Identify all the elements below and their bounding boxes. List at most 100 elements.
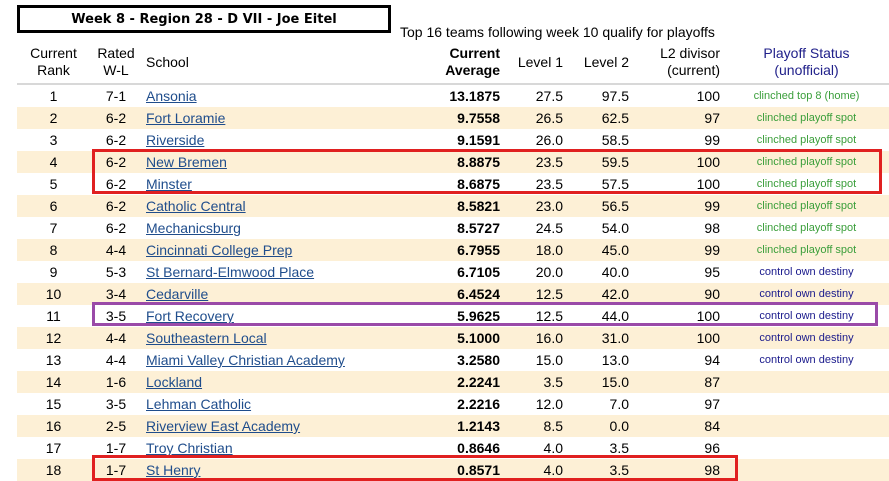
rank-cell: 3 <box>49 132 58 148</box>
school-link[interactable]: Miami Valley Christian Academy <box>146 352 345 368</box>
divisor-cell: 99 <box>633 195 724 217</box>
school-link[interactable]: Cedarville <box>146 286 209 302</box>
school-cell: Riverside <box>142 129 434 151</box>
school-link[interactable]: Minster <box>146 176 192 192</box>
level1-cell: 4.0 <box>504 459 567 481</box>
divisor-cell: 99 <box>633 239 724 261</box>
table-row: 9 5-3 St Bernard-Elmwood Place 6.7105 20.0 40… <box>17 261 889 283</box>
rank-cell: 13 <box>45 352 62 368</box>
school-cell: Fort Recovery <box>142 305 434 327</box>
rank-cell: 1 <box>49 88 58 104</box>
school-link[interactable]: St Bernard-Elmwood Place <box>146 264 315 280</box>
status-cell: control own destiny <box>759 266 854 278</box>
school-cell: Miami Valley Christian Academy <box>142 349 434 371</box>
rank-cell: 5 <box>49 176 58 192</box>
average-cell: 8.5821 <box>434 195 504 217</box>
table-row: 18 1-7 St Henry 0.8571 4.0 3.5 98 <box>17 459 889 481</box>
level1-cell: 12.0 <box>535 396 563 412</box>
level1-cell: 15.0 <box>535 352 563 368</box>
school-link[interactable]: Lockland <box>146 374 203 390</box>
school-link[interactable]: Riverside <box>146 132 205 148</box>
header-level-1[interactable]: Level 1 <box>504 41 567 85</box>
header-current-rank[interactable]: Current Rank <box>17 41 90 85</box>
level2-cell: 0.0 <box>567 415 633 437</box>
rank-cell: 17 <box>45 440 62 456</box>
school-cell: Cedarville <box>142 283 434 305</box>
average-cell: 6.7955 <box>434 239 504 261</box>
level1-cell: 18.0 <box>504 239 567 261</box>
rank-cell: 16 <box>17 415 90 437</box>
level2-cell: 31.0 <box>567 327 633 349</box>
rank-cell: 9 <box>49 264 58 280</box>
rank-cell: 7 <box>49 220 58 236</box>
header-l2-divisor[interactable]: L2 divisor (current) <box>633 41 724 85</box>
table-row: 13 4-4 Miami Valley Christian Academy 3.258… <box>17 349 889 371</box>
header-playoff-status[interactable]: Playoff Status (unofficial) <box>724 41 889 85</box>
school-link[interactable]: Lehman Catholic <box>146 396 252 412</box>
rank-cell: 4 <box>17 151 90 173</box>
school-link[interactable]: Troy Christian <box>146 440 233 456</box>
wl-cell: 1-7 <box>90 459 142 481</box>
divisor-cell: 95 <box>704 264 720 280</box>
report-title-box: Week 8 - Region 28 - D VII - Joe Eitel <box>17 5 391 33</box>
header-current-average[interactable]: Current Average <box>434 41 504 85</box>
rank-cell: 12 <box>17 327 90 349</box>
level2-cell: 59.5 <box>567 151 633 173</box>
wl-cell: 4-4 <box>90 239 142 261</box>
standings-table: Current Rank Rated W-L School Current Av… <box>17 41 889 481</box>
level2-cell: 45.0 <box>567 239 633 261</box>
level1-cell: 23.5 <box>535 176 563 192</box>
rank-cell: 14 <box>17 371 90 393</box>
average-cell: 8.6875 <box>457 176 500 192</box>
divisor-cell: 84 <box>633 415 724 437</box>
average-cell: 9.1591 <box>457 132 500 148</box>
school-cell: Catholic Central <box>142 195 434 217</box>
divisor-cell: 100 <box>696 88 720 104</box>
level1-cell: 20.0 <box>535 264 563 280</box>
wl-cell: 1-7 <box>105 440 127 456</box>
divisor-cell: 96 <box>704 440 720 456</box>
level1-cell: 23.0 <box>504 195 567 217</box>
school-link[interactable]: Southeastern Local <box>146 330 267 346</box>
divisor-cell: 100 <box>696 176 720 192</box>
table-row: 10 3-4 Cedarville 6.4524 12.5 42.0 90 control o… <box>17 283 889 305</box>
school-link[interactable]: Mechanicsburg <box>146 220 241 236</box>
wl-cell: 1-6 <box>90 371 142 393</box>
wl-cell: 6-2 <box>90 195 142 217</box>
divisor-cell: 90 <box>633 283 724 305</box>
divisor-cell: 100 <box>633 151 724 173</box>
school-link[interactable]: Ansonia <box>146 88 197 104</box>
school-link[interactable]: Riverview East Academy <box>146 418 301 434</box>
status-cell <box>724 437 889 459</box>
status-cell: clinched playoff spot <box>756 222 857 234</box>
wl-cell: 3-5 <box>105 308 127 324</box>
wl-cell: 2-5 <box>90 415 142 437</box>
school-link[interactable]: New Bremen <box>146 154 227 170</box>
average-cell: 0.8646 <box>457 440 500 456</box>
school-cell: Southeastern Local <box>142 327 434 349</box>
school-link[interactable]: St Henry <box>146 462 201 478</box>
level1-cell: 26.5 <box>504 107 567 129</box>
status-cell: control own destiny <box>724 327 889 349</box>
header-level-2[interactable]: Level 2 <box>567 41 633 85</box>
status-cell <box>724 393 889 415</box>
level1-cell: 16.0 <box>504 327 567 349</box>
divisor-cell: 98 <box>704 220 720 236</box>
school-cell: Fort Loramie <box>142 107 434 129</box>
status-cell <box>724 459 889 481</box>
school-link[interactable]: Fort Recovery <box>146 308 234 324</box>
level1-cell: 12.5 <box>504 283 567 305</box>
rank-cell: 2 <box>17 107 90 129</box>
wl-cell: 4-4 <box>105 352 127 368</box>
school-link[interactable]: Fort Loramie <box>146 110 226 126</box>
level2-cell: 62.5 <box>567 107 633 129</box>
header-rated-wl[interactable]: Rated W-L <box>90 41 142 85</box>
header-school[interactable]: School <box>142 41 434 85</box>
school-link[interactable]: Catholic Central <box>146 198 246 214</box>
divisor-cell: 94 <box>704 352 720 368</box>
level1-cell: 8.5 <box>504 415 567 437</box>
rank-cell: 10 <box>17 283 90 305</box>
school-cell: St Henry <box>142 459 434 481</box>
level2-cell: 13.0 <box>601 352 629 368</box>
school-link[interactable]: Cincinnati College Prep <box>146 242 293 258</box>
